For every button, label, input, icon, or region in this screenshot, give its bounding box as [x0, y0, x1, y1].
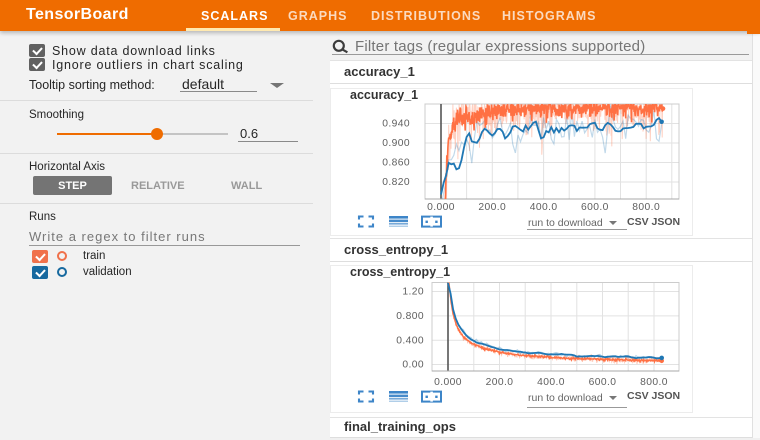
svg-text:1.20: 1.20: [402, 287, 424, 298]
svg-text:0.860: 0.860: [382, 158, 410, 169]
svg-text:0.940: 0.940: [382, 119, 410, 130]
svg-text:200.0: 200.0: [478, 202, 506, 213]
svg-text:0.000: 0.000: [434, 377, 462, 388]
svg-text:400.0: 400.0: [530, 202, 558, 213]
svg-text:0.820: 0.820: [382, 177, 410, 188]
svg-text:0.000: 0.000: [427, 202, 455, 213]
svg-text:800.0: 800.0: [632, 202, 660, 213]
svg-text:600.0: 600.0: [589, 377, 617, 388]
svg-text:800.0: 800.0: [640, 377, 668, 388]
svg-text:0.900: 0.900: [382, 138, 410, 149]
svg-text:400.0: 400.0: [537, 377, 565, 388]
svg-text:0.800: 0.800: [396, 311, 424, 322]
svg-text:200.0: 200.0: [486, 377, 514, 388]
svg-text:0.00: 0.00: [402, 360, 424, 371]
svg-text:600.0: 600.0: [581, 202, 609, 213]
svg-text:0.400: 0.400: [396, 335, 424, 346]
